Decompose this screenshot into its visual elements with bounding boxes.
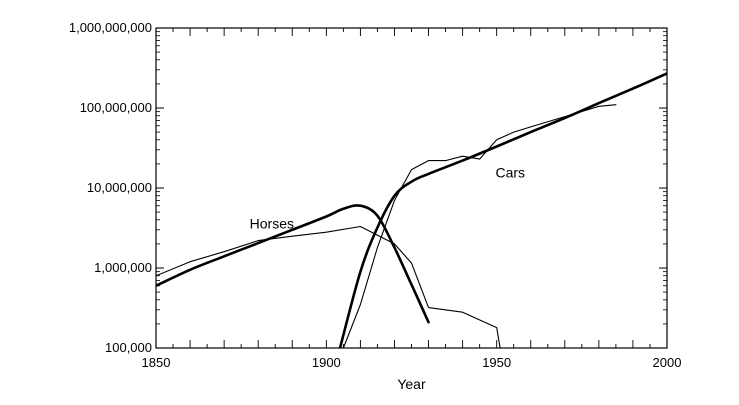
x-tick-label: 1950 [482, 355, 511, 370]
x-tick-label: 1900 [312, 355, 341, 370]
series-annotations: Horses Cars [250, 165, 525, 232]
x-tick-label: 1850 [142, 355, 171, 370]
x-tick-labels: 1850 1900 1950 2000 [142, 355, 682, 370]
cars-annotation: Cars [496, 165, 526, 181]
tick-marks [155, 27, 668, 349]
y-tick-label: 100,000 [105, 340, 152, 355]
series-lines [156, 72, 667, 348]
plot-frame [155, 27, 668, 349]
y-tick-label: 100,000,000 [80, 100, 152, 115]
horses-fit-line [156, 204, 430, 324]
x-axis-title: Year [397, 376, 426, 392]
y-tick-label: 1,000,000 [94, 260, 152, 275]
horses-annotation: Horses [250, 216, 294, 232]
plot-area [155, 27, 668, 349]
cars-data-line [342, 104, 617, 348]
cars-fit-line [338, 72, 667, 348]
y-tick-label: 10,000,000 [87, 180, 152, 195]
horses-data-line [156, 225, 501, 348]
y-tick-label: 1,000,000,000 [69, 20, 152, 35]
x-tick-label: 2000 [653, 355, 682, 370]
y-tick-labels: 100,000 1,000,000 10,000,000 100,000,000 1,0… [69, 20, 152, 355]
